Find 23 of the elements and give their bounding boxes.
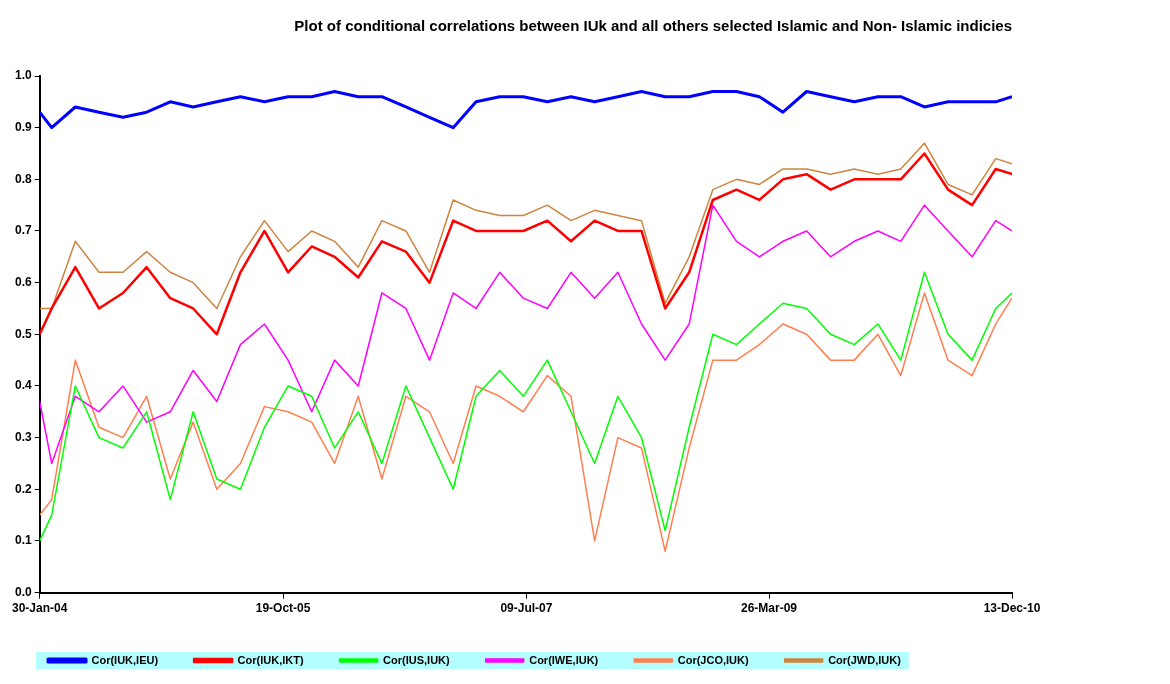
y-tick-label: 0.6	[14, 274, 32, 289]
legend-label: Cor(IUS,IUK)	[383, 653, 451, 666]
x-tick-label: 26-Mar-09	[741, 601, 798, 616]
legend-label: Cor(IUK,IKT)	[237, 653, 304, 666]
y-tick-label: 0.0	[14, 584, 32, 599]
y-tick-label: 1.0	[14, 68, 32, 83]
y-tick-label: 0.9	[14, 119, 32, 134]
y-tick-label: 0.4	[14, 378, 32, 393]
y-tick-label: 0.5	[14, 326, 32, 341]
x-tick-label: 13-Dec-10	[983, 601, 1041, 616]
y-tick-label: 0.7	[14, 223, 32, 238]
x-tick-label: 19-Oct-05	[255, 601, 311, 616]
legend-label: Cor(JWD,IUK)	[828, 653, 902, 666]
chart-title: Plot of conditional correlations between IUk and all others selected Islamic and Non- Islamic indicies	[294, 17, 1012, 35]
legend-label: Cor(JCO,IUK)	[677, 653, 749, 666]
x-tick-label: 30-Jan-04	[11, 601, 68, 616]
y-tick-label: 0.1	[14, 533, 32, 548]
x-tick-label: 09-Jul-07	[500, 601, 553, 616]
legend-label: Cor(IWE,IUK)	[529, 653, 599, 666]
y-tick-label: 0.8	[14, 171, 32, 186]
y-tick-label: 0.3	[14, 429, 32, 444]
legend-label: Cor(IUK,IEU)	[91, 653, 159, 666]
y-tick-label: 0.2	[14, 481, 32, 496]
